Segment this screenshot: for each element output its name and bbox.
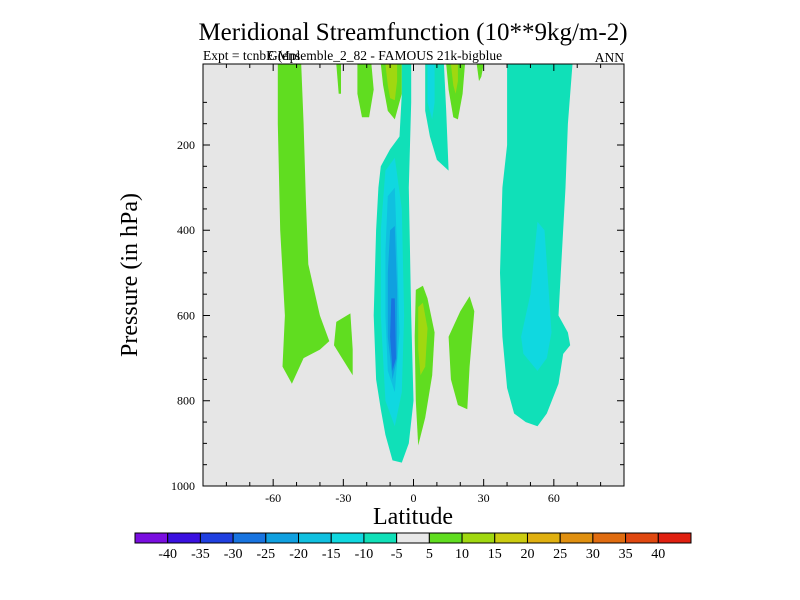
colorbar-swatch bbox=[363, 532, 398, 544]
colorbar-swatch bbox=[428, 532, 463, 544]
colorbar-swatch bbox=[657, 532, 692, 544]
colorbar-swatch bbox=[265, 532, 300, 544]
colorbar-label: 25 bbox=[553, 547, 567, 562]
contour-region-5 bbox=[385, 64, 398, 101]
season-label: ANN bbox=[595, 50, 624, 65]
x-tick-label: -60 bbox=[265, 491, 281, 505]
x-axis-label: Latitude bbox=[373, 504, 453, 530]
colorbar-swatch bbox=[330, 532, 365, 544]
colorbar-swatch bbox=[396, 532, 430, 544]
axis-ticks bbox=[202, 64, 625, 487]
colorbar-label: 5 bbox=[426, 547, 433, 562]
colorbar-swatch bbox=[167, 532, 201, 544]
y-tick-label: 600 bbox=[177, 308, 195, 322]
colorbar-label: -35 bbox=[191, 547, 210, 562]
y-tick-label: 200 bbox=[177, 138, 195, 152]
colorbar-label: -40 bbox=[158, 547, 177, 562]
contour-region-1 bbox=[334, 313, 353, 376]
y-tick-label: 400 bbox=[177, 223, 195, 237]
contour-region-16 bbox=[450, 64, 458, 94]
x-tick-label: 30 bbox=[478, 491, 490, 505]
contour-region-20 bbox=[521, 221, 552, 371]
colorbar-labels: -40 -35 -30 -25 -20 -15 -10 -5 5 10 15 20 25 30 35 40 bbox=[158, 547, 665, 562]
chart-title: Meridional Streamfunction (10**9kg/m-2) bbox=[198, 19, 627, 46]
colorbar-swatch bbox=[559, 532, 594, 544]
colorbar-label: -20 bbox=[289, 547, 308, 562]
x-tick-label: -30 bbox=[335, 491, 351, 505]
colorbar-swatch bbox=[526, 532, 561, 544]
colorbar-swatch bbox=[592, 532, 627, 544]
contour-region-14 bbox=[427, 64, 435, 120]
colorbar-swatch bbox=[298, 532, 332, 544]
colorbar-label: -5 bbox=[391, 547, 403, 562]
contour-region-2 bbox=[336, 64, 341, 94]
experiment-subtitle: Expt = tcnbE (ensemble_2_82 - FAMOUS 21k… bbox=[203, 48, 502, 63]
colorbar-label: -25 bbox=[256, 547, 275, 562]
experiment-subtitle-overlap: GMpl bbox=[268, 48, 301, 63]
contour-region-0 bbox=[277, 64, 330, 384]
colorbar-swatch bbox=[232, 532, 267, 544]
colorbar-swatch bbox=[625, 532, 659, 544]
colorbar-swatch bbox=[461, 532, 496, 544]
contour-region-10 bbox=[390, 298, 396, 371]
contour-region-17 bbox=[476, 64, 484, 82]
colorbar-label: -15 bbox=[322, 547, 341, 562]
colorbar-swatch bbox=[199, 532, 234, 544]
contour-region-12 bbox=[418, 302, 428, 376]
x-tick-label: 60 bbox=[548, 491, 560, 505]
colorbar-label: 10 bbox=[455, 547, 469, 562]
contour-region-18 bbox=[448, 296, 475, 410]
contour-fill-group bbox=[277, 64, 573, 463]
y-tick-label: 1000 bbox=[171, 479, 195, 493]
colorbar-label: 40 bbox=[651, 547, 665, 562]
colorbar-label: -30 bbox=[224, 547, 243, 562]
colorbar-swatch bbox=[494, 532, 528, 544]
colorbar-label: -10 bbox=[355, 547, 374, 562]
colorbar-label: 35 bbox=[619, 547, 633, 562]
colorbar-label: 20 bbox=[520, 547, 534, 562]
axis-tick-labels: -60 -30 0 30 60 200 400 600 800 1000 bbox=[171, 138, 560, 505]
y-tick-label: 800 bbox=[177, 394, 195, 408]
contour-region-3 bbox=[357, 64, 374, 118]
y-axis-label: Pressure (in hPa) bbox=[117, 193, 143, 357]
colorbar-swatch bbox=[134, 532, 169, 544]
colorbar-label: 30 bbox=[586, 547, 600, 562]
colorbar-label: 15 bbox=[488, 547, 502, 562]
colorbar bbox=[134, 532, 692, 544]
x-tick-label: 0 bbox=[411, 491, 417, 505]
